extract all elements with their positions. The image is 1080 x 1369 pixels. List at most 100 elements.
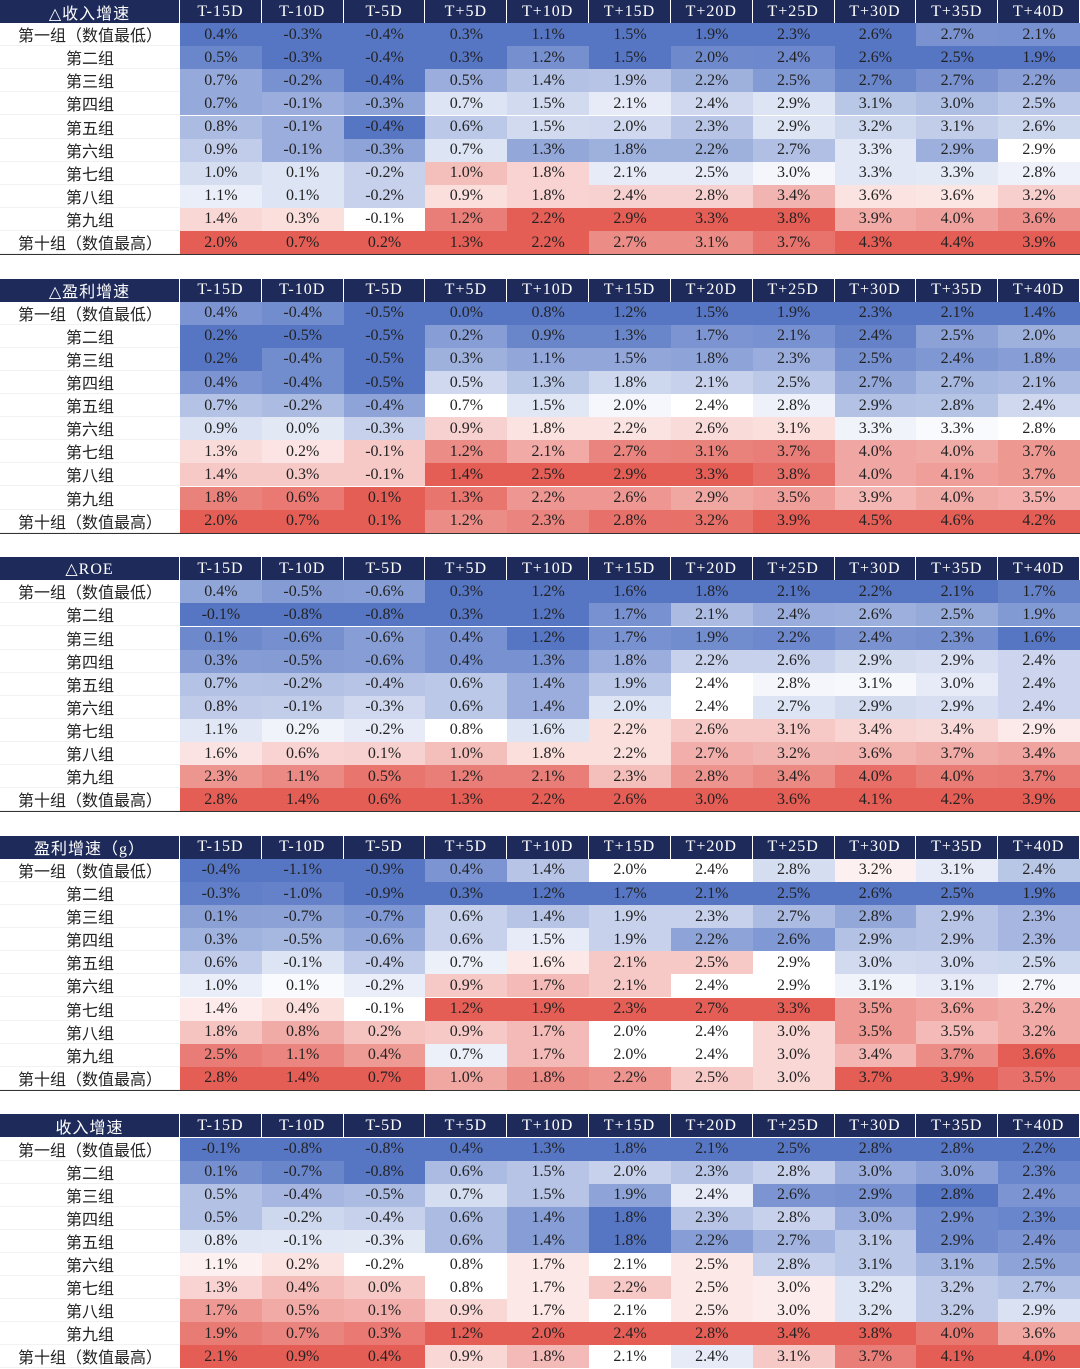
heat-cell: 2.1% [589,161,671,185]
heat-cell: 4.2% [998,509,1080,533]
heat-cell: 0.8% [261,1020,344,1044]
heat-cell: -0.5% [343,324,426,348]
heat-cell: 1.9% [507,997,590,1021]
heat-cell: 3.7% [752,231,835,255]
column-header: T+10D [507,835,590,859]
heat-cell: 3.1% [834,974,917,998]
column-header: T+20D [670,0,753,24]
heat-cell: 2.8% [916,394,999,418]
heat-cell: 1.5% [507,1160,590,1184]
heat-cell: 2.4% [589,1322,671,1346]
column-header: T+10D [507,278,590,302]
heat-cell: 2.4% [752,46,835,70]
heat-cell: 3.2% [752,742,835,766]
row-label: 第二组 [0,1160,180,1184]
heat-cell: 3.1% [834,92,917,116]
column-header: T+40D [998,0,1080,24]
row-label: 第八组 [0,742,180,766]
heat-cell: 2.3% [752,23,835,47]
column-header: T+20D [670,278,753,302]
heat-cell: 0.4% [425,649,508,673]
heat-cell: -0.8% [261,1137,344,1161]
heat-cell: 2.5% [998,951,1080,975]
heat-cell: -0.4% [343,23,426,47]
row-label: 第六组 [0,417,180,441]
heat-cell: 2.5% [670,1299,753,1323]
row-label: 第一组（数值最低） [0,301,180,325]
heat-cell: 0.9% [425,417,508,441]
column-header: T+5D [425,0,508,24]
heat-cell: 2.5% [752,371,835,395]
heat-cell: -0.1% [343,997,426,1021]
heat-cell: 1.1% [261,1043,344,1067]
heat-cell: 2.9% [916,905,999,929]
heat-cell: -0.6% [343,580,426,604]
heat-cell: 2.1% [916,301,999,325]
heat-cell: 3.4% [834,718,917,742]
heat-cell: 2.0% [589,115,671,139]
heat-cell: 2.5% [752,1137,835,1161]
table-bottom-rule [0,811,1080,813]
heat-cell: 2.5% [834,347,917,371]
heat-cell: 3.9% [998,788,1080,812]
heat-cell: -0.2% [343,184,426,208]
row-label: 第三组 [0,905,180,929]
heat-cell: 0.4% [261,1276,344,1300]
heat-cell: 2.8% [752,1160,835,1184]
column-header: T+15D [589,557,671,581]
row-label: 第四组 [0,928,180,952]
column-header: T-10D [261,0,344,24]
column-header: T-5D [343,278,426,302]
heat-cell: 4.0% [916,765,999,789]
heat-cell: 0.1% [261,161,344,185]
heat-cell: 1.9% [670,626,753,650]
heat-cell: 2.6% [589,788,671,812]
heat-cell: 1.8% [670,347,753,371]
heat-cell: 3.2% [916,1276,999,1300]
heat-cell: 2.5% [670,161,753,185]
heat-cell: 1.6% [507,951,590,975]
heat-cell: 3.5% [916,1020,999,1044]
heat-cell: 4.4% [916,231,999,255]
heat-cell: 2.5% [916,603,999,627]
row-label: 第二组 [0,324,180,348]
heat-cell: 1.0% [425,161,508,185]
heat-cell: 3.7% [752,440,835,464]
heat-cell: 2.4% [752,603,835,627]
heat-cell: 2.7% [916,23,999,47]
column-header: T+25D [752,835,835,859]
column-header: T+20D [670,1114,753,1138]
heat-cell: 0.6% [425,905,508,929]
heat-cell: 0.9% [425,974,508,998]
heat-cell: 2.7% [670,742,753,766]
heat-cell: -0.4% [343,1206,426,1230]
heat-cell: 0.7% [180,92,262,116]
heat-cell: 2.2% [589,718,671,742]
heat-cell: 2.8% [670,1322,753,1346]
heat-cell: -0.5% [261,580,344,604]
heat-cell: 1.3% [507,371,590,395]
heat-cell: -0.9% [343,882,426,906]
heat-cell: 0.7% [180,672,262,696]
heat-cell: 2.4% [670,394,753,418]
heat-cell: -0.4% [343,672,426,696]
heat-cell: 0.7% [425,1183,508,1207]
heat-cell: 1.2% [507,882,590,906]
row-label: 第六组 [0,974,180,998]
table-bottom-rule [0,532,1080,534]
heat-cell: 0.4% [180,23,262,47]
heat-cell: 1.6% [507,718,590,742]
heat-cell: -0.8% [343,1137,426,1161]
heat-cell: -0.4% [343,394,426,418]
column-header: T+30D [834,1114,917,1138]
heat-cell: 2.0% [589,1160,671,1184]
table-title: △ROE [0,557,180,581]
heat-cell: 2.2% [589,1066,671,1090]
heat-cell: 2.4% [834,626,917,650]
heat-cell: 2.3% [670,115,753,139]
heat-cell: 2.3% [670,1160,753,1184]
heat-cell: 2.0% [589,858,671,882]
heat-cell: 2.9% [916,928,999,952]
heat-cell: 2.1% [589,974,671,998]
heat-cell: 2.8% [752,1253,835,1277]
